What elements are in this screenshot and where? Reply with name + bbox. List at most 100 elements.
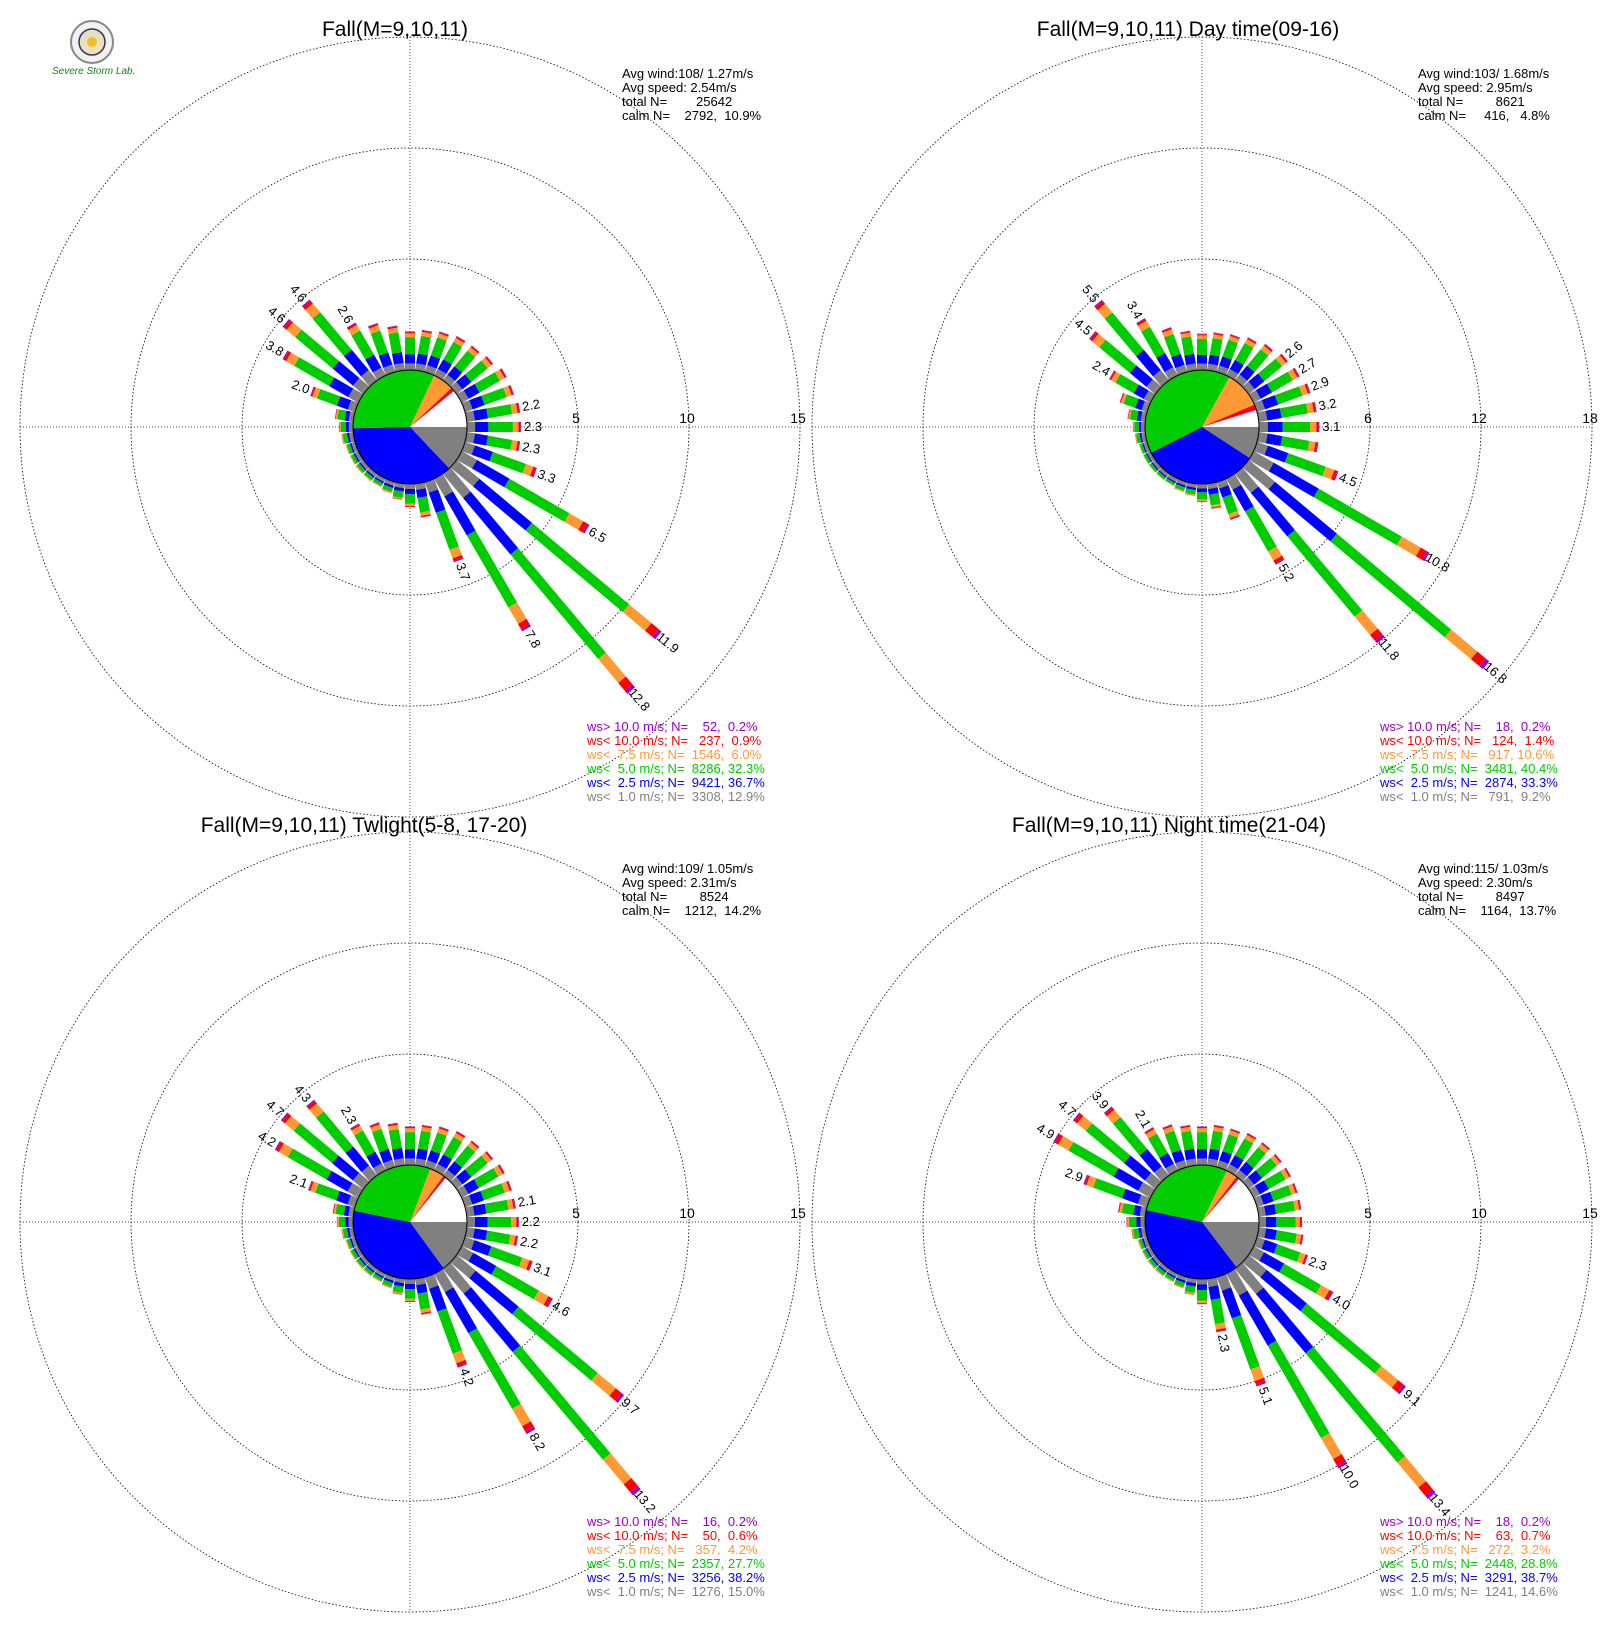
petal-segment-lt5 <box>1263 1170 1286 1190</box>
petal-base <box>1197 1279 1207 1282</box>
petal-segment-lt5 <box>1222 1134 1239 1155</box>
petal-segment-lt7_5 <box>467 347 479 358</box>
petal <box>405 484 415 507</box>
petal-segment-lt1 <box>1153 370 1168 385</box>
petal-segment-lt5 <box>1276 1217 1296 1227</box>
petal-segment-lt2_5 <box>469 395 485 410</box>
pie-slice-lt2_5 <box>352 1210 444 1280</box>
petal-base <box>375 473 386 482</box>
petal-segment-lt10 <box>1147 1260 1155 1269</box>
petal-segment-lt5 <box>1287 529 1363 617</box>
petal-segment-lt5 <box>1267 1340 1330 1438</box>
petal-segment-lt5 <box>466 530 518 608</box>
petal-segment-lt10 <box>368 323 379 329</box>
petal-segment-gt10 <box>1213 332 1224 335</box>
petal <box>301 299 378 387</box>
petal <box>1216 478 1240 520</box>
petal-segment-lt2_5 <box>1267 422 1283 432</box>
petal-base <box>434 1268 445 1277</box>
petal-segment-lt7_5 <box>405 1298 415 1301</box>
petal-segment-lt1 <box>459 1185 469 1197</box>
petal <box>355 459 370 474</box>
petal <box>1083 1174 1151 1208</box>
petal-segment-lt5 <box>1222 494 1238 515</box>
pie-slice-lt2_5 <box>1151 427 1250 484</box>
petal-value-label: 3.1 <box>531 1260 553 1280</box>
ring-label: 5 <box>572 410 580 426</box>
petal-base <box>350 1226 355 1238</box>
petal-segment-lt1 <box>354 1247 361 1257</box>
petal-base <box>375 372 386 381</box>
petal-segment-lt5 <box>491 1266 539 1300</box>
petal-segment-lt5 <box>1174 484 1186 491</box>
petal-segment-lt7_5 <box>337 1217 339 1227</box>
petal <box>1206 332 1224 372</box>
petal-segment-lt1 <box>1227 1164 1239 1173</box>
petal-segment-lt10 <box>1197 501 1207 502</box>
petal <box>1127 409 1147 423</box>
petal-segment-lt10 <box>578 521 588 533</box>
petal-segment-gt10 <box>499 1164 505 1174</box>
petal-segment-lt2_5 <box>1219 1151 1232 1164</box>
petal-segment-lt10 <box>392 1292 403 1295</box>
petal-segment-lt7_5 <box>1228 1130 1240 1138</box>
petal-base <box>424 368 436 376</box>
pie-slice-lt5 <box>353 370 435 429</box>
petal-segment-lt2_5 <box>456 374 472 390</box>
petal-segment-gt10 <box>1333 470 1339 481</box>
petal-segment-lt2_5 <box>471 445 493 462</box>
petal-segment-lt2_5 <box>1238 1290 1277 1346</box>
petal-segment-lt1 <box>1140 411 1144 422</box>
petal-segment-lt2_5 <box>379 1148 393 1164</box>
pie-outline <box>352 369 468 485</box>
petal <box>349 451 364 465</box>
petal-segment-lt7_5 <box>512 1403 531 1427</box>
pie-slice-gt10 <box>410 1177 446 1222</box>
petal-segment-lt10 <box>1161 327 1172 333</box>
petal-segment-lt5 <box>1300 1303 1382 1374</box>
petal-base <box>424 478 436 486</box>
petal-base <box>384 1273 396 1281</box>
petal-base <box>1176 1273 1188 1281</box>
petal-segment-gt10 <box>517 402 521 413</box>
petal-segment-lt1 <box>375 1271 385 1278</box>
petal <box>465 1226 519 1246</box>
petal-value-label: 10.0 <box>1337 1462 1363 1491</box>
petal-segment-lt7_5 <box>501 1181 510 1193</box>
petal <box>456 368 507 403</box>
petal-segment-lt2_5 <box>346 432 351 443</box>
petal-segment-lt2_5 <box>1260 1191 1274 1205</box>
petal-segment-lt1 <box>1207 485 1218 490</box>
panel-title: Fall(M=9,10,11) <box>322 18 468 41</box>
petal-segment-lt7_5 <box>1275 355 1287 367</box>
petal-value-label: 10.8 <box>1423 550 1452 576</box>
petal-segment-lt2_5 <box>393 1281 405 1287</box>
petal-segment-lt7_5 <box>1180 1126 1192 1133</box>
legend-entry: ws< 7.5 m/s; N= 1546, 6.0% <box>586 747 762 762</box>
petal-segment-lt1 <box>1144 1172 1160 1188</box>
petal-segment-lt5 <box>1197 339 1207 356</box>
petal-segment-gt10 <box>1083 1174 1088 1185</box>
petal-base <box>1226 1167 1237 1176</box>
petal-segment-lt5 <box>372 1273 384 1282</box>
petal-segment-lt10 <box>1184 1292 1195 1295</box>
petal-segment-lt7_5 <box>388 1124 399 1131</box>
petal-segment-lt7_5 <box>453 337 465 347</box>
petal-segment-lt10 <box>1137 1239 1142 1250</box>
petal-segment-lt2_5 <box>1268 462 1319 498</box>
petal-segment-lt1 <box>1251 1185 1260 1197</box>
petal-base <box>1216 1163 1228 1171</box>
petal-segment-gt10 <box>456 1131 466 1137</box>
legend-entry: ws< 2.5 m/s; N= 9421, 36.7% <box>586 775 765 790</box>
petal-base <box>1257 431 1262 443</box>
petal-segment-lt7_5 <box>503 385 512 398</box>
petal-segment-lt7_5 <box>1396 536 1421 557</box>
petal-value-label: 2.1 <box>288 1171 310 1191</box>
petal-base <box>1167 473 1178 482</box>
petal <box>1242 459 1490 670</box>
petal-segment-lt1 <box>383 1159 395 1168</box>
petal <box>1248 451 1430 562</box>
petal-base <box>1257 1206 1262 1218</box>
petal-segment-gt10 <box>1211 506 1222 509</box>
petal-segment-lt7_5 <box>508 602 527 624</box>
